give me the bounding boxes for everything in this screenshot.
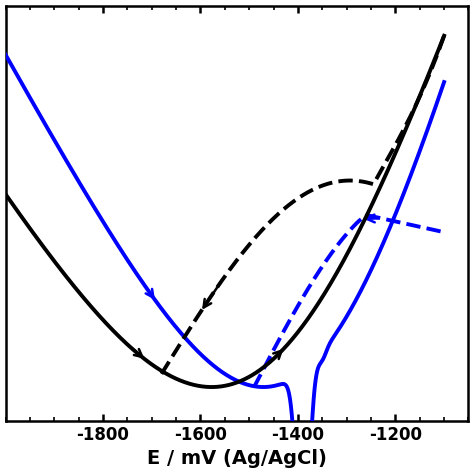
X-axis label: E / mV (Ag/AgCl): E / mV (Ag/AgCl) [147,449,327,468]
